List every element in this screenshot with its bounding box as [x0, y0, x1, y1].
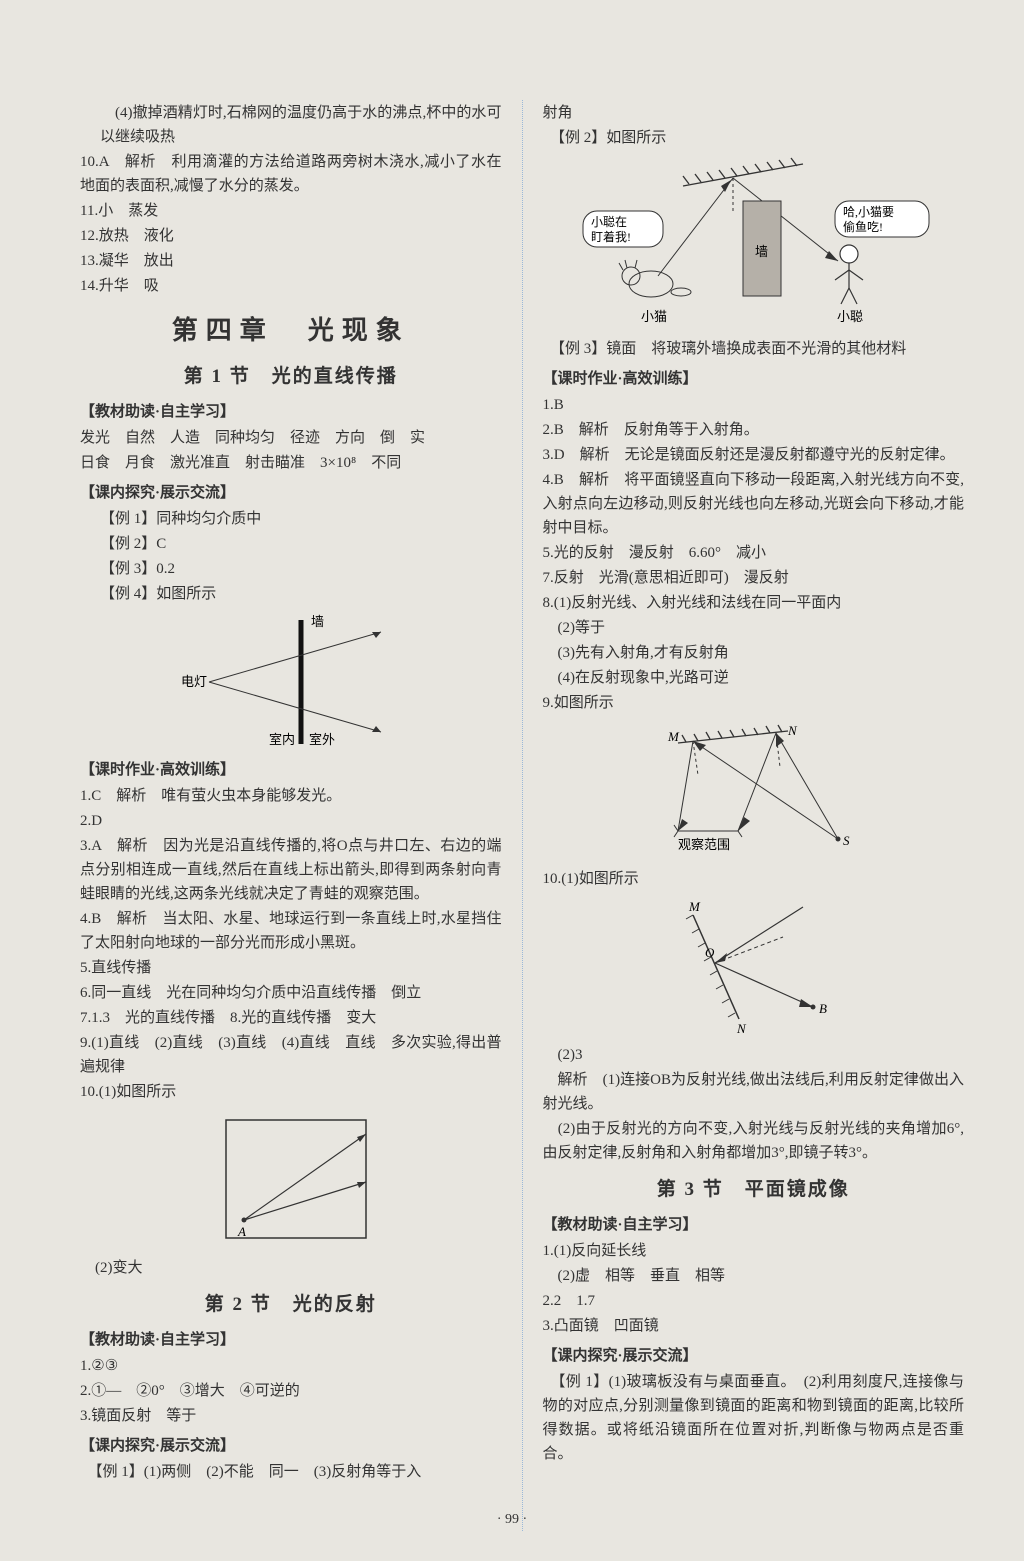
self-study-line: 日食 月食 激光准直 射击瞄准 3×10⁸ 不同 [80, 451, 502, 475]
hw-line: 2.D [80, 809, 502, 833]
inclass-header: 【课内探究·展示交流】 [80, 481, 502, 505]
indoor-label: 室内 [269, 732, 295, 747]
example-4: 【例 4】如图所示 [80, 582, 502, 606]
section-3-title: 第 3 节 平面镜成像 [543, 1175, 965, 1205]
hw-line: 9.如图所示 [543, 691, 965, 715]
example-1: 【例 1】同种均匀介质中 [80, 507, 502, 531]
diagram-observation-range: M N S 观察范围 [543, 721, 965, 861]
hw-line: 4.B 解析 当太阳、水星、地球运行到一条直线上时,水星挡住了太阳射向地球的一部… [80, 907, 502, 955]
self-study-header: 【教材助读·自主学习】 [80, 1328, 502, 1352]
example-2: 【例 2】C [80, 532, 502, 556]
section-2-title: 第 2 节 光的反射 [80, 1290, 502, 1320]
bubble-right-text2: 偷鱼吃! [843, 219, 883, 234]
hw-line: (2)变大 [80, 1256, 502, 1280]
hw-10b: (2)3 [543, 1043, 965, 1067]
right-column: 射角 【例 2】如图所示 [543, 100, 965, 1531]
homework-header: 【课时作业·高效训练】 [543, 367, 965, 391]
example-1: 【例 1】(1)两侧 (2)不能 同一 (3)反射角等于入 [80, 1460, 502, 1484]
lamp-label: 电灯 [181, 674, 207, 689]
cat-label: 小猫 [641, 309, 667, 324]
diagram-mirror-ob: M N O B [543, 897, 965, 1037]
s-label: S [843, 833, 850, 848]
self-line: 2.2 1.7 [543, 1289, 965, 1313]
example-2: 【例 2】如图所示 [543, 126, 965, 150]
outdoor-label: 室外 [309, 732, 335, 747]
hw-10c: 解析 (1)连接OB为反射光线,做出法线后,利用反射定律做出入射光线。 [543, 1068, 965, 1116]
hw-line: (4)在反射现象中,光路可逆 [543, 666, 965, 690]
hw-line: 1.B [543, 393, 965, 417]
hw-line: 1.C 解析 唯有萤火虫本身能够发光。 [80, 784, 502, 808]
diagram-lamp-wall: 墙 电灯 室内 室外 [80, 612, 502, 752]
hw-line: 5.光的反射 漫反射 6.60° 减小 [543, 541, 965, 565]
hw-line: 3.A 解析 因为光是沿直线传播的,将O点与井口左、右边的端点分别相连成一直线,… [80, 834, 502, 906]
pre-item: 11.小 蒸发 [80, 199, 502, 223]
page-number: · 99 · [0, 1509, 1024, 1531]
m-label: M [667, 729, 680, 744]
self-line: (2)虚 相等 垂直 相等 [543, 1264, 965, 1288]
point-a-label: A [237, 1224, 246, 1239]
homework-header: 【课时作业·高效训练】 [80, 758, 502, 782]
hw-line: 9.(1)直线 (2)直线 (3)直线 (4)直线 直线 多次实验,得出普遍规律 [80, 1031, 502, 1079]
section-1-title: 第 1 节 光的直线传播 [80, 362, 502, 392]
diagram-cat-cong: 墙 小聪在 盯着我! 哈,小猫要 偷鱼吃! [543, 156, 965, 331]
cong-label: 小聪 [837, 309, 863, 324]
self-study-header: 【教材助读·自主学习】 [543, 1213, 965, 1237]
hw-10d: (2)由于反射光的方向不变,入射光线与反射光线的夹角增加6°,由反射定律,反射角… [543, 1117, 965, 1165]
hw-line: (2)等于 [543, 616, 965, 640]
self-line: 3.凸面镜 凹面镜 [543, 1314, 965, 1338]
chapter-title: 第四章 光现象 [80, 310, 502, 352]
o-label: O [705, 945, 715, 960]
page-container: (4)撤掉酒精灯时,石棉网的温度仍高于水的沸点,杯中的水可以继续吸热 10.A … [80, 100, 964, 1531]
bubble-left-text: 小聪在 [591, 215, 627, 229]
pre-item: (4)撤掉酒精灯时,石棉网的温度仍高于水的沸点,杯中的水可以继续吸热 [80, 101, 502, 149]
hw-line: 8.(1)反射光线、入射光线和法线在同一平面内 [543, 591, 965, 615]
example-1: 【例 1】(1)玻璃板没有与桌面垂直。 (2)利用刻度尺,连接像与物的对应点,分… [543, 1370, 965, 1466]
self-line: 2.①— ②0° ③增大 ④可逆的 [80, 1379, 502, 1403]
hw-line: 2.B 解析 反射角等于入射角。 [543, 418, 965, 442]
hw-line: 10.(1)如图所示 [80, 1080, 502, 1104]
hw-line: 5.直线传播 [80, 956, 502, 980]
range-label: 观察范围 [678, 837, 730, 852]
wall-label: 墙 [755, 244, 768, 259]
hw-line: (3)先有入射角,才有反射角 [543, 641, 965, 665]
hw-line: 7.1.3 光的直线传播 8.光的直线传播 变大 [80, 1006, 502, 1030]
bubble-right-text: 哈,小猫要 [843, 205, 894, 219]
hw-line: 4.B 解析 将平面镜竖直向下移动一段距离,入射光线方向不变,入射点向左边移动,… [543, 468, 965, 540]
wall-label: 墙 [311, 614, 324, 629]
n-label: N [787, 723, 798, 738]
n-label: N [736, 1021, 747, 1036]
self-line: 1.(1)反向延长线 [543, 1239, 965, 1263]
hw-line: 6.同一直线 光在同种均匀介质中沿直线传播 倒立 [80, 981, 502, 1005]
self-line: 3.镜面反射 等于 [80, 1404, 502, 1428]
column-divider [522, 100, 523, 1531]
self-line: 1.②③ [80, 1354, 502, 1378]
pre-item: 14.升华 吸 [80, 274, 502, 298]
example-3: 【例 3】镜面 将玻璃外墙换成表面不光滑的其他材料 [543, 337, 965, 361]
bubble-left-text2: 盯着我! [591, 229, 631, 244]
b-label: B [819, 1001, 827, 1016]
m-label: M [688, 899, 701, 914]
self-study-line: 发光 自然 人造 同种均匀 径迹 方向 倒 实 [80, 426, 502, 450]
inclass-header: 【课内探究·展示交流】 [543, 1344, 965, 1368]
cont-line: 射角 [543, 101, 965, 125]
diagram-box-ray: A [80, 1110, 502, 1250]
hw-line: 3.D 解析 无论是镜面反射还是漫反射都遵守光的反射定律。 [543, 443, 965, 467]
self-study-header: 【教材助读·自主学习】 [80, 400, 502, 424]
pre-item: 12.放热 液化 [80, 224, 502, 248]
left-column: (4)撤掉酒精灯时,石棉网的温度仍高于水的沸点,杯中的水可以继续吸热 10.A … [80, 100, 502, 1531]
pre-item: 10.A 解析 利用滴灌的方法给道路两旁树木浇水,减小了水在地面的表面积,减慢了… [80, 150, 502, 198]
hw-10: 10.(1)如图所示 [543, 867, 965, 891]
example-3: 【例 3】0.2 [80, 557, 502, 581]
hw-line: 7.反射 光滑(意思相近即可) 漫反射 [543, 566, 965, 590]
pre-item: 13.凝华 放出 [80, 249, 502, 273]
inclass-header: 【课内探究·展示交流】 [80, 1434, 502, 1458]
